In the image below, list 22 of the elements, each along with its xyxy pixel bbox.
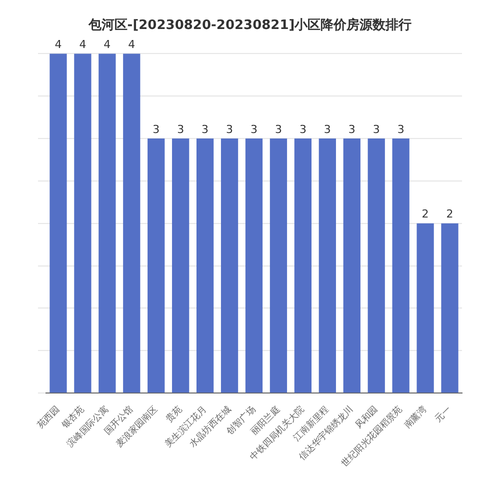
data-label: 3 <box>274 122 282 136</box>
x-tick-label: 贵苑 <box>164 404 184 424</box>
data-label: 4 <box>54 38 62 51</box>
data-label: 3 <box>226 122 234 136</box>
data-label: 3 <box>152 122 160 136</box>
data-label: 3 <box>250 122 258 136</box>
chart-title: 包河区-[20230820-20230821]小区降价房源数排行 <box>87 17 412 34</box>
x-tick-label: 苑西园 <box>35 404 62 431</box>
data-label: 3 <box>372 122 380 136</box>
data-label: 3 <box>177 122 184 136</box>
data-label: 2 <box>422 208 429 221</box>
data-label: 3 <box>397 122 404 136</box>
data-label: 3 <box>348 122 356 136</box>
data-label: 2 <box>446 208 454 221</box>
data-label: 4 <box>128 38 136 51</box>
data-label: 4 <box>104 38 111 51</box>
data-label: 3 <box>299 122 306 136</box>
data-label: 4 <box>79 38 86 51</box>
data-label: 3 <box>202 122 209 136</box>
x-tick-label: 元一 <box>433 404 454 424</box>
data-label: 3 <box>324 122 331 136</box>
x-tick-label: 南薰湾 <box>402 404 430 431</box>
